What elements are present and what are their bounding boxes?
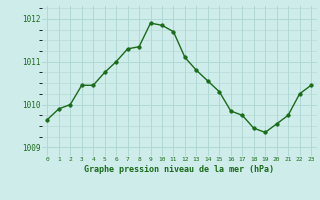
X-axis label: Graphe pression niveau de la mer (hPa): Graphe pression niveau de la mer (hPa): [84, 165, 274, 174]
